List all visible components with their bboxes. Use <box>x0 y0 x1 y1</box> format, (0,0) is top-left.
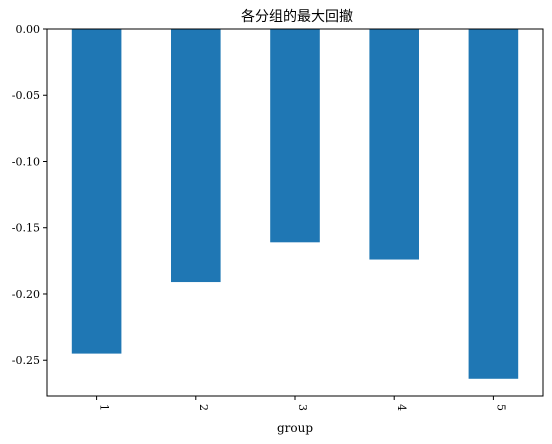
x-tick-label: 2 <box>197 404 210 411</box>
y-axis: 0.00 -0.05 -0.10 -0.15 -0.20 -0.25 <box>12 23 47 367</box>
y-tick-label: -0.25 <box>12 354 40 367</box>
x-tick-label: 4 <box>395 404 408 411</box>
bar-group-4 <box>369 29 419 260</box>
y-tick-label: -0.15 <box>12 222 40 235</box>
y-tick-label: -0.10 <box>12 155 40 168</box>
x-axis: 1 2 3 4 5 <box>96 396 507 411</box>
x-tick-label: 1 <box>98 404 111 411</box>
bar-group-1 <box>71 29 122 354</box>
bar-group-2 <box>171 29 221 283</box>
bar-group-5 <box>468 29 519 379</box>
x-tick-label: 5 <box>494 404 507 411</box>
y-tick-label: 0.00 <box>16 23 41 36</box>
x-axis-label: group <box>277 421 313 435</box>
x-tick-label: 3 <box>296 404 309 411</box>
y-tick-label: -0.05 <box>12 89 40 102</box>
y-tick-label: -0.20 <box>12 288 40 301</box>
chart-title: 各分组的最大回撤 <box>241 9 353 25</box>
bar-group-3 <box>270 29 320 243</box>
bars-group <box>71 29 519 379</box>
